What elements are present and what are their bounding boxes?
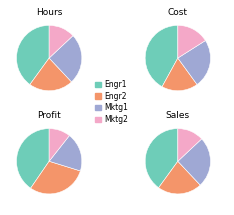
Wedge shape xyxy=(145,129,178,188)
Wedge shape xyxy=(145,25,178,87)
Wedge shape xyxy=(31,161,80,194)
Wedge shape xyxy=(178,41,211,84)
Wedge shape xyxy=(178,129,202,161)
Wedge shape xyxy=(49,25,73,58)
Wedge shape xyxy=(16,129,49,188)
Wedge shape xyxy=(159,161,200,194)
Wedge shape xyxy=(49,136,82,171)
Wedge shape xyxy=(16,25,49,84)
Wedge shape xyxy=(49,36,82,82)
Title: Profit: Profit xyxy=(37,111,61,120)
Wedge shape xyxy=(178,25,205,58)
Wedge shape xyxy=(30,58,72,91)
Legend: Engr1, Engr2, Mktg1, Mktg2: Engr1, Engr2, Mktg1, Mktg2 xyxy=(95,80,128,124)
Wedge shape xyxy=(49,129,69,161)
Title: Sales: Sales xyxy=(166,111,190,120)
Title: Hours: Hours xyxy=(36,8,62,17)
Wedge shape xyxy=(178,139,211,185)
Wedge shape xyxy=(162,58,197,91)
Title: Cost: Cost xyxy=(168,8,188,17)
